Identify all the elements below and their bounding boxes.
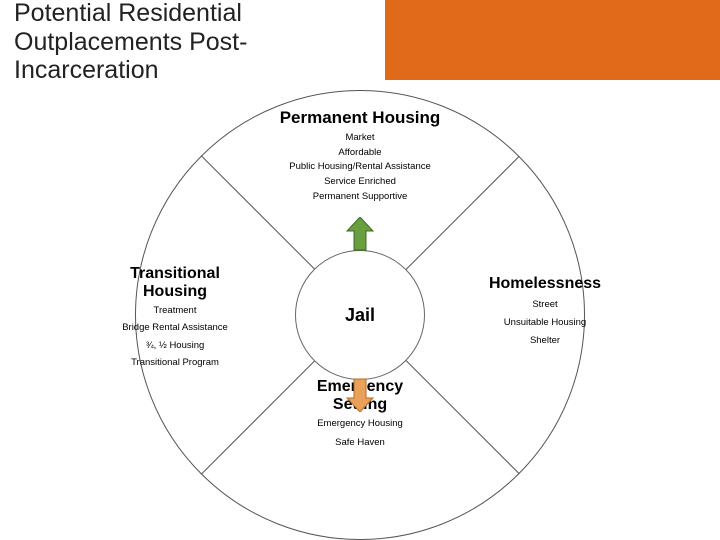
- list-item: Safe Haven: [260, 436, 460, 451]
- list-item: Affordable: [210, 146, 510, 161]
- list-item: Public Housing/Rental Assistance: [210, 160, 510, 175]
- list-item: Bridge Rental Assistance: [95, 321, 255, 334]
- quadrant-title: TransitionalHousing: [95, 265, 255, 300]
- center-label: Jail: [345, 305, 375, 326]
- list-item: Treatment: [95, 304, 255, 317]
- quadrant-homelessness: Homelessness Street Unsuitable Housing S…: [450, 275, 640, 352]
- inner-circle: Jail: [295, 250, 425, 380]
- list-item: Unsuitable Housing: [450, 317, 640, 330]
- list-item: Street: [450, 299, 640, 312]
- arrow-down-icon: [345, 378, 375, 412]
- title-line-2: Outplacements Post-Incarceration: [14, 28, 247, 85]
- list-item: Shelter: [450, 335, 640, 348]
- quadrant-transitional-housing: TransitionalHousing Treatment Bridge Ren…: [95, 265, 255, 373]
- quadrant-title: Homelessness: [450, 275, 640, 293]
- list-item: ¾, ½ Housing: [95, 339, 255, 352]
- slide-header: Potential Residential Outplacements Post…: [0, 0, 720, 80]
- quadrant-title-text: TransitionalHousing: [130, 265, 220, 300]
- slide-title: Potential Residential Outplacements Post…: [14, 0, 377, 85]
- title-line-1: Potential Residential: [14, 0, 242, 27]
- arrow-up-icon: [345, 217, 375, 251]
- list-item: Service Enriched: [210, 175, 510, 190]
- title-box: Potential Residential Outplacements Post…: [0, 0, 385, 80]
- quadrant-title: Permanent Housing: [210, 108, 510, 128]
- quadrant-permanent-housing: Permanent Housing Market Affordable Publ…: [210, 108, 510, 205]
- diagram: Jail Permanent Housing Market Affordable…: [135, 90, 585, 540]
- header-accent-top: [385, 0, 720, 32]
- list-item: Transitional Program: [95, 356, 255, 369]
- list-item: Permanent Supportive: [210, 190, 510, 205]
- list-item: Market: [210, 131, 510, 146]
- list-item: Emergency Housing: [260, 417, 460, 432]
